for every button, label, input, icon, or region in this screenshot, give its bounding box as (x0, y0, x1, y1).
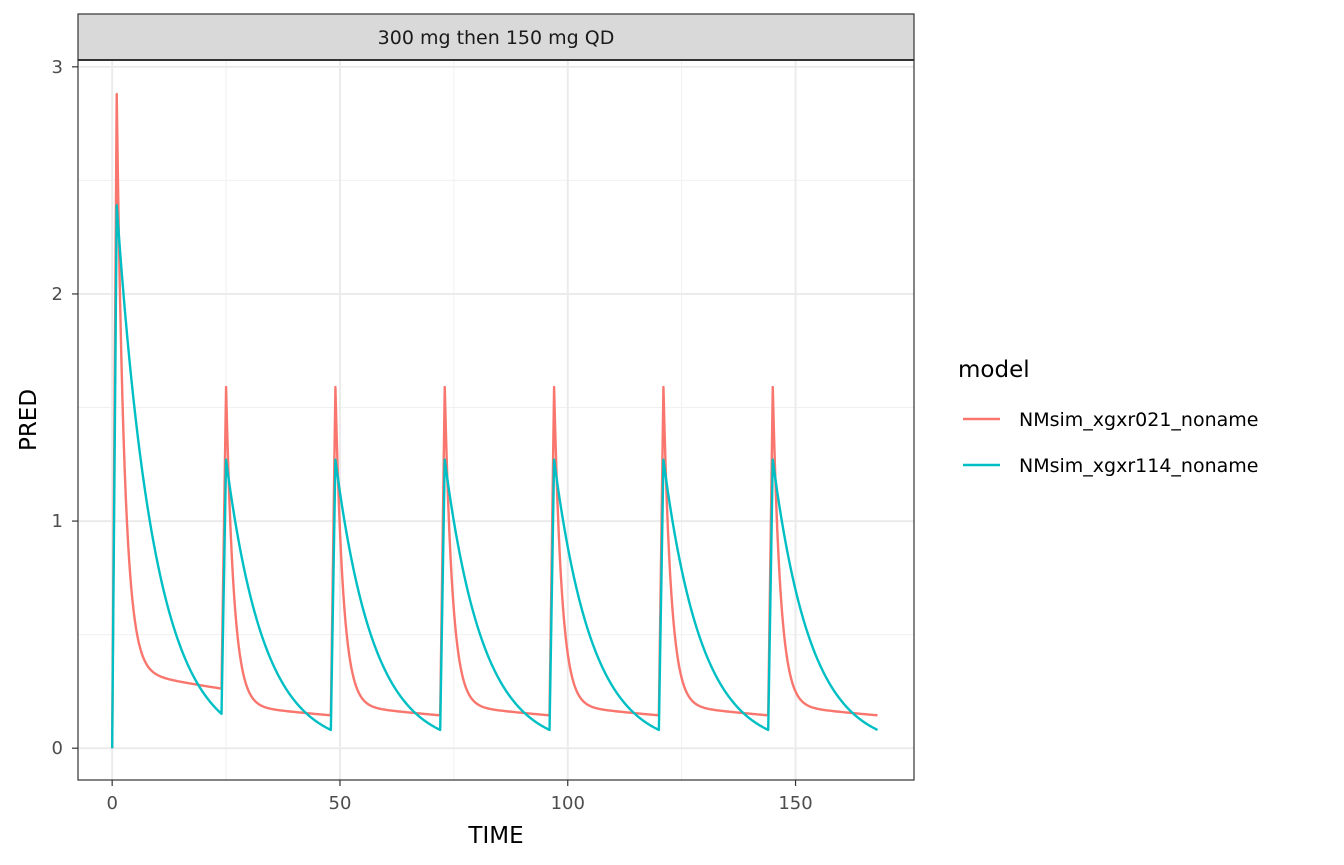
series-line-1 (110, 92, 878, 749)
y-tick-label: 1 (52, 511, 63, 532)
x-tick-label: 0 (106, 793, 117, 814)
x-tick-label: 150 (778, 793, 812, 814)
y-tick-label: 0 (52, 738, 63, 759)
x-tick-label: 100 (551, 793, 585, 814)
x-tick-label: 50 (329, 793, 352, 814)
legend-label-series-2: NMsim_xgxr114_noname (1019, 455, 1258, 477)
axis-layer: 0 50 100 150 0 1 2 3 (52, 57, 813, 814)
y-tick-label: 2 (52, 284, 63, 305)
series-layer (110, 92, 879, 749)
legend-label-series-1: NMsim_xgxr021_noname (1019, 409, 1258, 431)
series-line-2 (110, 204, 879, 749)
facet-title: 300 mg then 150 mg QD (378, 27, 615, 49)
y-axis-title: PRED (16, 389, 42, 451)
legend: model NMsim_xgxr021_noname NMsim_xgxr114… (958, 357, 1258, 477)
facet-strip (77, 13, 915, 61)
grid-layer (78, 60, 914, 780)
legend-title: model (958, 357, 1030, 383)
x-axis-title: TIME (467, 823, 523, 849)
y-tick-label: 3 (52, 57, 63, 78)
